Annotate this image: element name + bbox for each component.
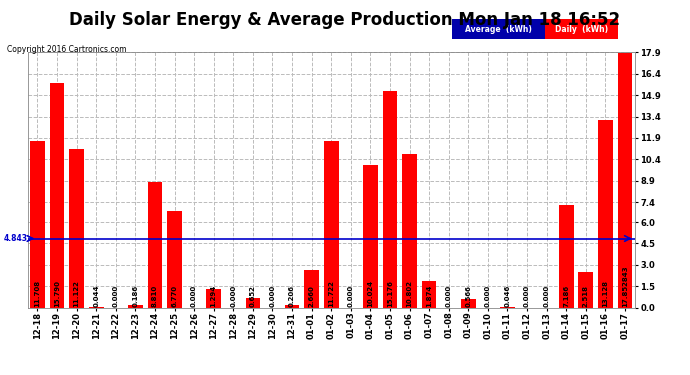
Bar xyxy=(402,154,417,308)
Text: Daily Solar Energy & Average Production Mon Jan 18 16:52: Daily Solar Energy & Average Production … xyxy=(70,11,620,29)
Text: 0.044: 0.044 xyxy=(93,284,99,307)
Text: 11.708: 11.708 xyxy=(34,280,41,307)
Text: 0.000: 0.000 xyxy=(269,285,275,307)
Text: 15.790: 15.790 xyxy=(54,280,60,307)
Text: 0.000: 0.000 xyxy=(230,285,236,307)
Text: 11.722: 11.722 xyxy=(328,280,334,307)
Text: Average  (kWh): Average (kWh) xyxy=(465,25,532,34)
Bar xyxy=(324,141,339,308)
Bar xyxy=(559,205,573,308)
Text: 13.128: 13.128 xyxy=(602,280,609,307)
Text: 1.294: 1.294 xyxy=(210,285,217,307)
Bar xyxy=(50,82,64,308)
Bar xyxy=(69,149,84,308)
Bar xyxy=(363,165,377,308)
Text: 8.810: 8.810 xyxy=(152,285,158,307)
Text: 0.000: 0.000 xyxy=(446,285,452,307)
Text: 10.024: 10.024 xyxy=(367,280,373,307)
Text: 17.852843: 17.852843 xyxy=(622,265,628,307)
Bar xyxy=(598,120,613,308)
Bar xyxy=(304,270,319,308)
Text: 0.566: 0.566 xyxy=(465,285,471,307)
Bar xyxy=(618,53,632,307)
Text: 0.206: 0.206 xyxy=(289,285,295,307)
Text: 0.000: 0.000 xyxy=(524,285,530,307)
Bar xyxy=(461,299,475,307)
Text: 0.000: 0.000 xyxy=(112,285,119,307)
Bar xyxy=(383,91,397,308)
Bar xyxy=(89,307,104,308)
Text: 0.000: 0.000 xyxy=(485,285,491,307)
Text: 10.802: 10.802 xyxy=(406,280,413,307)
Bar xyxy=(500,307,515,308)
Text: 0.186: 0.186 xyxy=(132,285,138,307)
Text: 0.000: 0.000 xyxy=(348,285,354,307)
Bar xyxy=(246,298,260,307)
Text: 7.186: 7.186 xyxy=(563,285,569,307)
Bar xyxy=(285,304,299,307)
Text: 4.843: 4.843 xyxy=(3,234,28,243)
Bar xyxy=(422,281,437,308)
Bar xyxy=(30,141,45,308)
Text: 0.000: 0.000 xyxy=(544,285,550,307)
Text: Daily  (kWh): Daily (kWh) xyxy=(555,25,608,34)
Text: Copyright 2016 Cartronics.com: Copyright 2016 Cartronics.com xyxy=(7,45,126,54)
Bar xyxy=(128,305,143,308)
Text: 1.874: 1.874 xyxy=(426,284,432,307)
Text: 0.000: 0.000 xyxy=(191,285,197,307)
Bar xyxy=(578,272,593,308)
Text: 0.652: 0.652 xyxy=(250,285,256,307)
Text: 0.046: 0.046 xyxy=(504,285,511,307)
Text: 15.176: 15.176 xyxy=(387,280,393,307)
Text: 2.660: 2.660 xyxy=(308,285,315,307)
Bar xyxy=(206,289,221,308)
Text: 11.122: 11.122 xyxy=(74,280,79,307)
Bar xyxy=(148,182,162,308)
Text: 2.518: 2.518 xyxy=(583,285,589,307)
Text: 6.770: 6.770 xyxy=(172,285,177,307)
Bar xyxy=(167,211,182,308)
